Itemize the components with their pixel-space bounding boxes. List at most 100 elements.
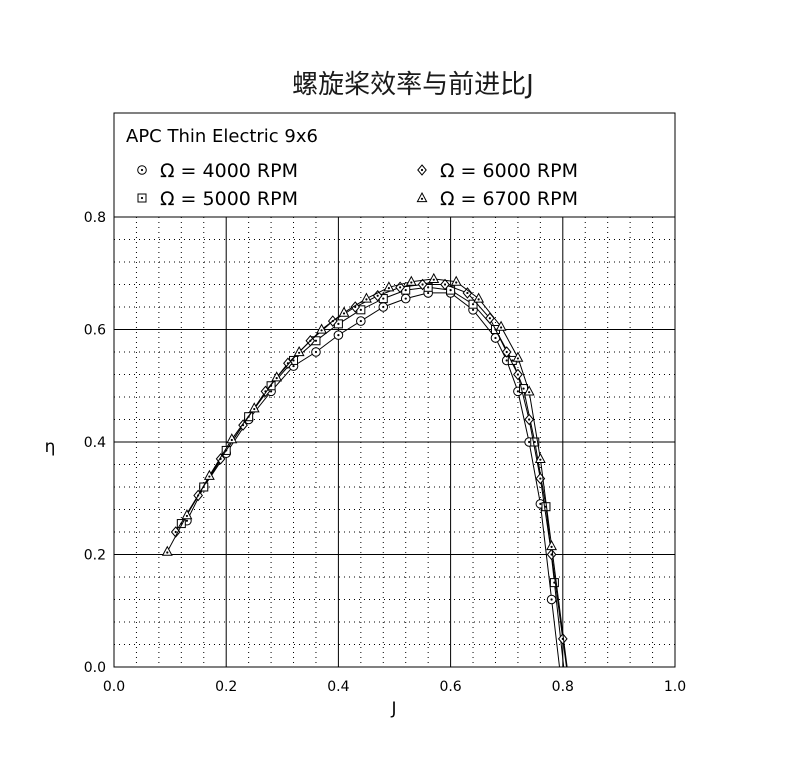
data-point-center xyxy=(505,350,508,354)
legend-marker xyxy=(416,191,428,203)
data-point xyxy=(523,385,535,396)
legend-label: Ω = 6000 RPM xyxy=(440,160,578,182)
data-point-center xyxy=(443,283,447,286)
data-point-center xyxy=(427,286,430,289)
x-tick-label: 1.0 xyxy=(664,679,686,695)
data-point-center xyxy=(230,438,233,442)
data-point-center xyxy=(359,308,362,311)
data-point xyxy=(161,545,173,556)
data-point xyxy=(450,275,462,286)
data-point-center xyxy=(174,530,177,534)
data-point-center xyxy=(449,289,452,292)
data-point-center xyxy=(404,297,407,300)
axis-ticks: 0.0 0.2 0.4 0.6 0.8 1.0 0.0 0.2 0.4 0.6 0.8 xyxy=(84,210,686,695)
data-point xyxy=(226,433,238,444)
data-point xyxy=(546,540,558,551)
data-point-center xyxy=(269,390,273,393)
data-point-center xyxy=(337,334,340,337)
legend-entry: Ω = 6000 RPM xyxy=(417,160,578,182)
data-point-center xyxy=(455,281,458,284)
legend-entry: Ω = 5000 RPM xyxy=(137,188,298,210)
data-point-center xyxy=(511,359,514,362)
series-line xyxy=(175,284,567,668)
data-point-center xyxy=(539,477,542,480)
data-point xyxy=(293,345,305,357)
series-2 xyxy=(176,282,565,668)
data-point xyxy=(361,292,372,303)
data-point-center xyxy=(404,289,407,292)
data-point xyxy=(428,272,440,283)
data-point-center xyxy=(298,351,301,354)
data-point-center xyxy=(494,336,497,340)
data-point-center xyxy=(516,373,520,376)
data-point-center xyxy=(365,298,368,301)
grid xyxy=(114,217,675,667)
legend-label: Ω = 6700 RPM xyxy=(440,188,578,210)
data-point-center xyxy=(185,514,189,518)
y-tick-label: 0.0 xyxy=(84,660,106,676)
legend-entry: Ω = 4000 RPM xyxy=(137,160,298,182)
data-point-center xyxy=(410,281,413,284)
legend: Ω = 4000 RPM Ω = 5000 RPM Ω = 6000 RPM Ω = … xyxy=(137,160,578,210)
y-tick-label: 0.8 xyxy=(84,210,106,226)
data-point-center xyxy=(528,391,531,394)
data-point xyxy=(203,469,215,480)
data-point-center xyxy=(528,440,531,444)
data-point-center xyxy=(522,387,525,390)
data-point xyxy=(248,402,260,413)
data-point-center xyxy=(292,359,295,362)
data-point-center xyxy=(471,308,475,311)
data-point-center xyxy=(275,377,278,380)
data-point-center xyxy=(432,278,435,281)
data-point-center xyxy=(528,418,531,421)
data-point-center xyxy=(539,458,542,461)
data-point-center xyxy=(292,364,295,368)
y-tick-label: 0.6 xyxy=(84,323,106,339)
data-point xyxy=(271,371,283,382)
data-point-center xyxy=(477,298,480,301)
y-tick-label: 0.2 xyxy=(84,548,106,564)
data-point-center xyxy=(359,319,362,323)
data-point xyxy=(495,320,507,331)
legend-marker-center xyxy=(420,168,424,172)
y-axis-label: η xyxy=(45,437,56,457)
series-layer xyxy=(161,272,568,668)
data-point-center xyxy=(471,303,475,306)
data-point xyxy=(405,275,417,286)
data-point xyxy=(316,323,328,334)
data-point-center xyxy=(382,305,385,309)
x-axis-label: J xyxy=(390,699,396,719)
data-point-center xyxy=(342,312,346,315)
data-point-center xyxy=(488,317,491,320)
data-point-center xyxy=(320,329,323,332)
data-point-center xyxy=(185,519,189,522)
legend-title: APC Thin Electric 9x6 xyxy=(126,126,318,147)
data-point xyxy=(473,292,485,303)
data-point-center xyxy=(533,440,536,444)
data-point-center xyxy=(550,545,553,548)
data-point-center xyxy=(550,598,553,601)
data-point xyxy=(534,452,546,463)
data-point-center xyxy=(421,283,424,286)
x-tick-label: 0.4 xyxy=(327,679,349,695)
series-4 xyxy=(161,272,568,668)
chart-title: 螺旋桨效率与前进比J xyxy=(292,70,534,100)
data-point-center xyxy=(516,357,520,360)
data-point xyxy=(512,351,524,362)
data-point-center xyxy=(208,475,211,478)
data-point-center xyxy=(253,407,256,411)
legend-label: Ω = 4000 RPM xyxy=(160,160,298,182)
legend-marker-center xyxy=(140,196,144,200)
data-point-center xyxy=(314,350,318,354)
data-point-center xyxy=(466,291,469,295)
data-point xyxy=(383,281,395,292)
data-point-center xyxy=(399,286,402,289)
data-point-center xyxy=(427,291,430,295)
legend-marker-center xyxy=(140,168,144,172)
y-tick-label: 0.4 xyxy=(84,435,106,451)
data-point-center xyxy=(539,502,542,505)
legend-box xyxy=(113,112,676,218)
legend-entry: Ω = 6700 RPM xyxy=(416,188,578,210)
series-line xyxy=(186,292,560,668)
